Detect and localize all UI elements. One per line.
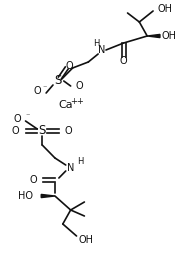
Text: O: O xyxy=(30,175,37,185)
Text: O: O xyxy=(33,86,41,96)
Text: N: N xyxy=(67,163,74,173)
Text: O: O xyxy=(76,81,83,91)
Polygon shape xyxy=(147,34,160,38)
Polygon shape xyxy=(41,194,55,198)
Text: OH: OH xyxy=(78,235,93,245)
Text: ⁻: ⁻ xyxy=(42,84,46,92)
Text: S: S xyxy=(39,124,46,138)
Text: ++: ++ xyxy=(70,97,83,107)
Text: N: N xyxy=(98,45,106,55)
Text: H: H xyxy=(77,158,84,167)
Text: Ca: Ca xyxy=(58,100,73,110)
Text: O: O xyxy=(66,61,73,71)
Text: ⁻: ⁻ xyxy=(25,112,30,120)
Text: O: O xyxy=(12,126,20,136)
Text: OH: OH xyxy=(157,4,172,14)
Text: H: H xyxy=(93,40,99,49)
Text: OH: OH xyxy=(162,31,177,41)
Text: O: O xyxy=(14,114,22,124)
Text: O: O xyxy=(120,56,127,66)
Text: O: O xyxy=(65,126,72,136)
Text: HO: HO xyxy=(18,191,33,201)
Text: S: S xyxy=(54,74,62,88)
